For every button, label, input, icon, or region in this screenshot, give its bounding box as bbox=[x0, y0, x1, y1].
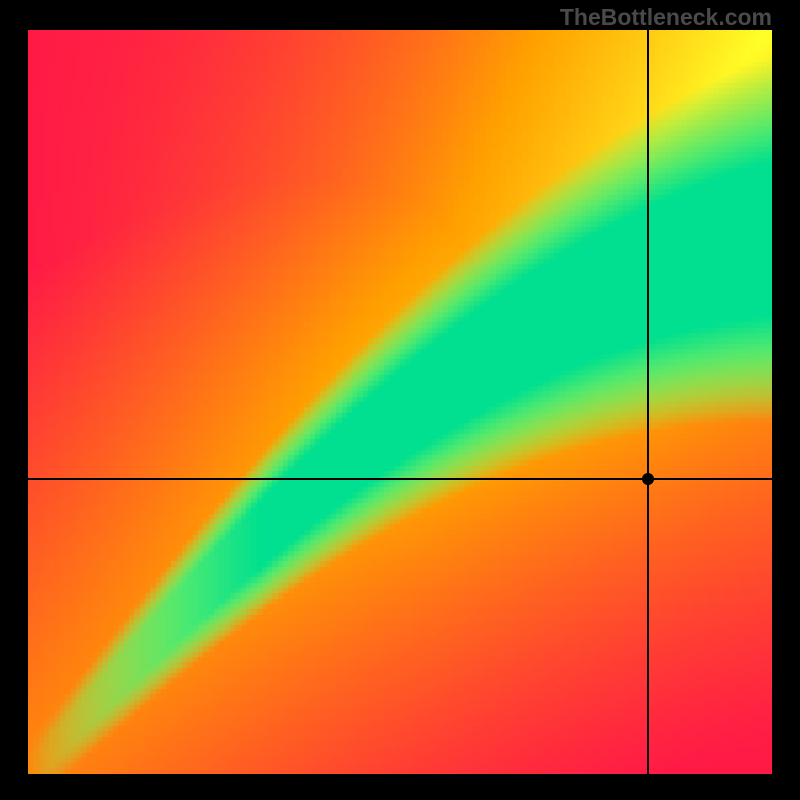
crosshair-horizontal bbox=[28, 478, 772, 480]
crosshair-marker-dot bbox=[642, 473, 654, 485]
watermark-text: TheBottleneck.com bbox=[560, 4, 772, 31]
crosshair-vertical bbox=[647, 30, 649, 774]
heatmap-canvas bbox=[28, 30, 772, 774]
heatmap-plot bbox=[28, 30, 772, 774]
